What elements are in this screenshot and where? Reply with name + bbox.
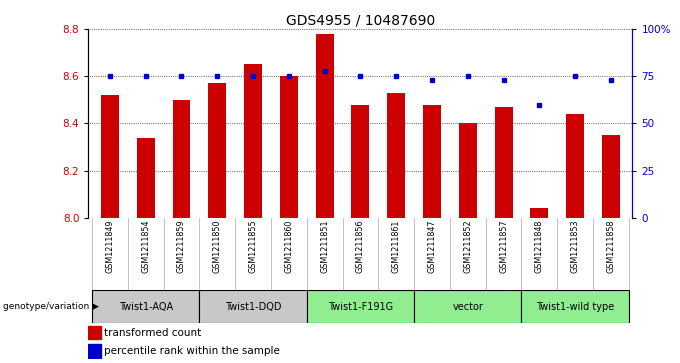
- Text: GSM1211849: GSM1211849: [105, 219, 114, 273]
- Text: percentile rank within the sample: percentile rank within the sample: [103, 346, 279, 356]
- Title: GDS4955 / 10487690: GDS4955 / 10487690: [286, 14, 435, 28]
- Bar: [530, 208, 548, 218]
- Text: GSM1211850: GSM1211850: [213, 219, 222, 273]
- Bar: [566, 114, 584, 218]
- Bar: [88, 344, 101, 358]
- Text: GSM1211855: GSM1211855: [248, 219, 258, 273]
- Bar: [208, 83, 226, 218]
- Text: GSM1211847: GSM1211847: [428, 219, 437, 273]
- Text: GSM1211861: GSM1211861: [392, 219, 401, 273]
- Bar: [199, 290, 307, 323]
- Bar: [92, 290, 199, 323]
- Text: Twist1-wild type: Twist1-wild type: [536, 302, 614, 312]
- Bar: [522, 290, 629, 323]
- Bar: [244, 65, 262, 218]
- Text: GSM1211852: GSM1211852: [463, 219, 473, 273]
- Bar: [352, 105, 369, 218]
- Text: transformed count: transformed count: [103, 327, 201, 338]
- Text: GSM1211851: GSM1211851: [320, 219, 329, 273]
- Text: GSM1211858: GSM1211858: [607, 219, 615, 273]
- Text: GSM1211854: GSM1211854: [141, 219, 150, 273]
- Text: genotype/variation ▶: genotype/variation ▶: [3, 302, 99, 311]
- Text: Twist1-F191G: Twist1-F191G: [328, 302, 393, 312]
- Bar: [387, 93, 405, 218]
- Bar: [602, 135, 620, 218]
- Text: GSM1211856: GSM1211856: [356, 219, 365, 273]
- Bar: [414, 290, 522, 323]
- Text: GSM1211857: GSM1211857: [499, 219, 508, 273]
- Bar: [88, 326, 101, 339]
- Bar: [459, 123, 477, 218]
- Bar: [137, 138, 154, 218]
- Text: GSM1211860: GSM1211860: [284, 219, 293, 273]
- Bar: [423, 105, 441, 218]
- Bar: [173, 100, 190, 218]
- Bar: [494, 107, 513, 218]
- Bar: [307, 290, 414, 323]
- Text: Twist1-AQA: Twist1-AQA: [118, 302, 173, 312]
- Text: GSM1211853: GSM1211853: [571, 219, 579, 273]
- Bar: [316, 34, 334, 218]
- Text: GSM1211848: GSM1211848: [535, 219, 544, 273]
- Bar: [101, 95, 119, 218]
- Text: Twist1-DQD: Twist1-DQD: [225, 302, 282, 312]
- Text: GSM1211859: GSM1211859: [177, 219, 186, 273]
- Bar: [280, 76, 298, 218]
- Text: vector: vector: [452, 302, 483, 312]
